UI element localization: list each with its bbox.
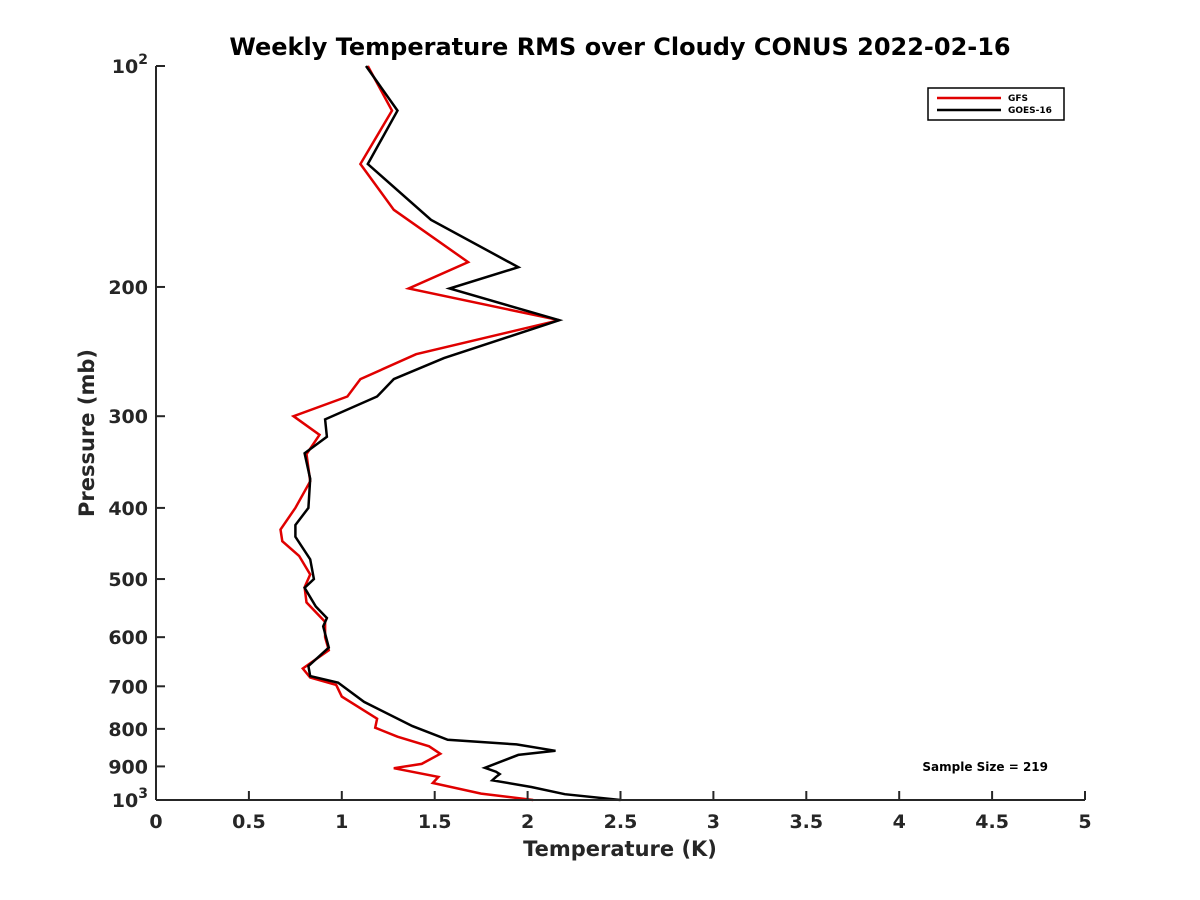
y-tick-label: 300: [108, 406, 148, 428]
y-tick-label: 400: [108, 498, 148, 520]
y-tick-label: 900: [108, 756, 148, 778]
y-ticks-group: 102 200 300 400 500 600 700 800 900 103: [108, 52, 165, 812]
y-tick-label: 102: [112, 52, 148, 78]
series-line-goes16: [294, 65, 621, 802]
plot-series-group: [279, 65, 621, 802]
x-tick-label: 4: [893, 811, 906, 833]
x-tick-label: 1.5: [418, 811, 452, 833]
x-tick-label: 3: [707, 811, 720, 833]
x-tick-label: 2: [521, 811, 534, 833]
legend-label-gfs: GFS: [1008, 94, 1028, 104]
y-tick-label: 600: [108, 627, 148, 649]
x-ticks-group: 0 0.5 1 1.5 2 2.5 3 3.5 4 4.5 5: [149, 791, 1092, 833]
y-tick-label: 800: [108, 719, 148, 741]
y-tick-label: 500: [108, 569, 148, 591]
chart-title: Weekly Temperature RMS over Cloudy CONUS…: [229, 33, 1010, 61]
legend-box: [927, 87, 1065, 121]
y-tick-label: 200: [108, 277, 148, 299]
axes-group: [155, 66, 1085, 801]
x-tick-label: 4.5: [975, 811, 1009, 833]
x-tick-label: 2.5: [604, 811, 638, 833]
x-tick-label: 0.5: [232, 811, 266, 833]
legend-label-goes16: GOES-16: [1008, 106, 1052, 116]
y-tick-label: 103: [112, 786, 148, 812]
x-tick-label: 1: [335, 811, 348, 833]
x-tick-label: 0: [149, 811, 162, 833]
x-axis-label: Temperature (K): [523, 837, 717, 861]
x-tick-label: 5: [1078, 811, 1091, 833]
series-line-gfs: [279, 65, 560, 802]
legend: GFS GOES-16: [927, 87, 1065, 121]
y-axis-label: Pressure (mb): [75, 349, 99, 517]
x-tick-label: 3.5: [789, 811, 823, 833]
y-tick-label: 700: [108, 676, 148, 698]
sample-size-annotation: Sample Size = 219: [922, 760, 1048, 774]
